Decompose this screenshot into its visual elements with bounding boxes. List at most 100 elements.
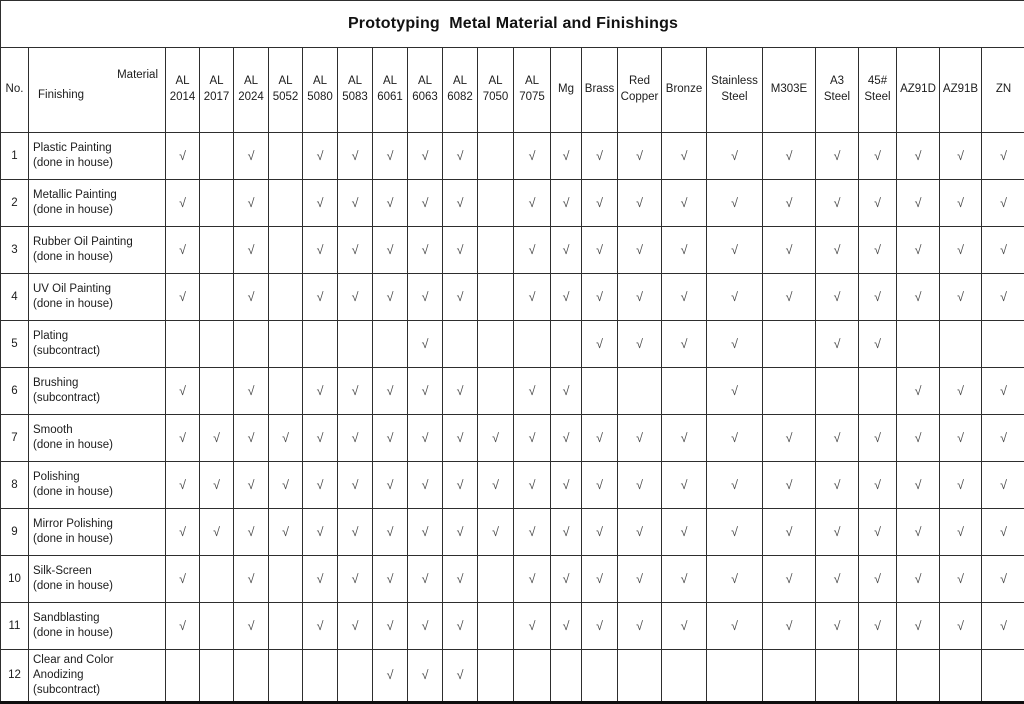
empty-cell — [478, 274, 514, 321]
empty-cell — [200, 603, 234, 650]
finishing-name: Smooth — [33, 423, 162, 438]
check-cell: √ — [514, 227, 551, 274]
check-cell: √ — [338, 415, 373, 462]
empty-cell — [763, 368, 816, 415]
empty-cell — [303, 321, 338, 368]
empty-cell — [478, 650, 514, 703]
finishing-note: (subcontract) — [33, 344, 162, 359]
check-cell: √ — [166, 368, 200, 415]
check-cell: √ — [897, 227, 940, 274]
check-cell: √ — [662, 321, 707, 368]
check-cell: √ — [940, 415, 982, 462]
check-cell: √ — [662, 462, 707, 509]
empty-cell — [269, 133, 303, 180]
check-cell: √ — [859, 462, 897, 509]
empty-cell — [763, 321, 816, 368]
check-cell: √ — [662, 274, 707, 321]
finishing-note: (done in house) — [33, 156, 162, 171]
empty-cell — [234, 321, 269, 368]
check-cell: √ — [551, 180, 582, 227]
check-cell: √ — [338, 462, 373, 509]
check-cell: √ — [551, 133, 582, 180]
check-cell: √ — [763, 415, 816, 462]
finishing-name: Mirror Polishing — [33, 517, 162, 532]
check-cell: √ — [373, 603, 408, 650]
empty-cell — [940, 650, 982, 703]
check-cell: √ — [408, 227, 443, 274]
check-cell: √ — [707, 321, 763, 368]
empty-cell — [897, 650, 940, 703]
check-cell: √ — [940, 556, 982, 603]
no-column-header: No. — [1, 48, 29, 133]
check-cell: √ — [408, 650, 443, 703]
check-cell: √ — [200, 509, 234, 556]
check-cell: √ — [373, 556, 408, 603]
material-column-header: AL 7075 — [514, 48, 551, 133]
check-cell: √ — [234, 133, 269, 180]
empty-cell — [707, 650, 763, 703]
check-cell: √ — [982, 227, 1024, 274]
check-cell: √ — [982, 509, 1024, 556]
empty-cell — [478, 368, 514, 415]
finishing-note: (done in house) — [33, 297, 162, 312]
check-cell: √ — [982, 274, 1024, 321]
empty-cell — [269, 321, 303, 368]
check-cell: √ — [982, 180, 1024, 227]
material-column-header: AL 2017 — [200, 48, 234, 133]
empty-cell — [662, 650, 707, 703]
row-number: 6 — [1, 368, 29, 415]
check-cell: √ — [338, 133, 373, 180]
page-title: Prototyping Metal Material and Finishing… — [1, 15, 1024, 33]
check-cell: √ — [662, 133, 707, 180]
material-column-header: 45# Steel — [859, 48, 897, 133]
check-cell: √ — [443, 462, 478, 509]
check-cell: √ — [662, 227, 707, 274]
check-cell: √ — [763, 603, 816, 650]
empty-cell — [166, 650, 200, 703]
check-cell: √ — [618, 227, 662, 274]
empty-cell — [269, 556, 303, 603]
check-cell: √ — [338, 368, 373, 415]
title-row: Prototyping Metal Material and Finishing… — [1, 1, 1024, 48]
row-number: 1 — [1, 133, 29, 180]
finishing-cell: Silk-Screen(done in house) — [29, 556, 166, 603]
check-cell: √ — [618, 274, 662, 321]
row-number: 3 — [1, 227, 29, 274]
finishing-note: (subcontract) — [33, 683, 162, 698]
empty-cell — [373, 321, 408, 368]
check-cell: √ — [443, 133, 478, 180]
check-cell: √ — [618, 462, 662, 509]
check-cell: √ — [373, 650, 408, 703]
check-cell: √ — [859, 556, 897, 603]
finishing-name: UV Oil Painting — [33, 282, 162, 297]
check-cell: √ — [940, 227, 982, 274]
check-cell: √ — [478, 462, 514, 509]
check-cell: √ — [618, 133, 662, 180]
material-column-header: AL 2014 — [166, 48, 200, 133]
check-cell: √ — [859, 603, 897, 650]
check-cell: √ — [763, 509, 816, 556]
row-number: 11 — [1, 603, 29, 650]
material-axis-label: Material — [117, 68, 158, 84]
check-cell: √ — [940, 368, 982, 415]
finishing-note: (subcontract) — [33, 391, 162, 406]
check-cell: √ — [373, 133, 408, 180]
finishing-cell: Rubber Oil Painting(done in house) — [29, 227, 166, 274]
check-cell: √ — [859, 133, 897, 180]
finishing-name: Plating — [33, 329, 162, 344]
check-cell: √ — [707, 462, 763, 509]
check-cell: √ — [662, 180, 707, 227]
empty-cell — [338, 321, 373, 368]
check-cell: √ — [303, 368, 338, 415]
empty-cell — [443, 321, 478, 368]
check-cell: √ — [338, 274, 373, 321]
row-number: 5 — [1, 321, 29, 368]
finishing-cell: Mirror Polishing(done in house) — [29, 509, 166, 556]
finishing-note: (done in house) — [33, 532, 162, 547]
check-cell: √ — [373, 368, 408, 415]
check-cell: √ — [514, 274, 551, 321]
